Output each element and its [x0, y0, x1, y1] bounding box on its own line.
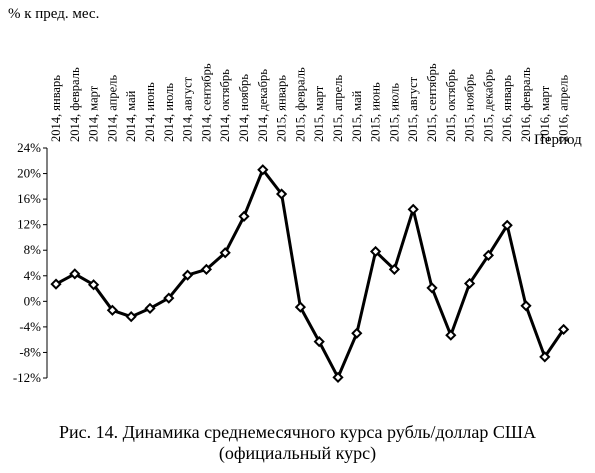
data-point — [219, 247, 231, 259]
x-category-label: 2015, январь — [275, 75, 289, 142]
x-category-label: 2014, апрель — [105, 75, 119, 142]
data-point — [426, 282, 438, 294]
x-category-label: 2014, сентябрь — [199, 63, 213, 142]
line-chart: % к пред. мес. Период 24% 20% 16% 12% 8% 4% 0%… — [8, 6, 582, 385]
y-tick-label: 16% — [17, 191, 41, 206]
x-category-label: 2015, декабрь — [481, 69, 495, 142]
x-category-label: 2014, март — [87, 85, 101, 142]
x-axis-category-labels: 2014, январь 2014, февраль 2014, март 2014,… — [49, 63, 571, 142]
data-point — [501, 219, 513, 231]
data-point — [351, 327, 363, 339]
data-point — [407, 203, 419, 215]
data-markers — [50, 164, 570, 383]
x-category-label: 2015, апрель — [331, 75, 345, 142]
data-point — [369, 245, 382, 258]
x-category-label: 2014, июнь — [143, 82, 157, 142]
series-line — [55, 168, 565, 379]
data-point — [144, 302, 156, 314]
x-category-label: 2014, ноябрь — [237, 74, 251, 142]
x-category-label: 2015, март — [312, 85, 326, 142]
x-category-label: 2016, январь — [500, 75, 514, 142]
x-category-label: 2014, декабрь — [256, 69, 270, 142]
data-point — [163, 292, 175, 304]
x-category-label: 2014, октябрь — [218, 69, 232, 142]
x-category-label: 2015, май — [350, 90, 364, 142]
data-point — [463, 277, 476, 290]
data-point — [557, 323, 570, 336]
x-category-label: 2014, май — [124, 90, 138, 142]
data-point — [482, 249, 495, 261]
x-category-label: 2015, октябрь — [444, 69, 458, 142]
y-tick-label: 12% — [17, 217, 41, 232]
x-category-label: 2014, февраль — [68, 67, 82, 142]
figure-caption-subtitle: (официальный курс) — [218, 443, 377, 463]
data-point — [445, 329, 457, 341]
data-point — [106, 304, 119, 316]
y-tick-label: 20% — [17, 166, 41, 181]
x-category-label: 2016, март — [538, 85, 552, 142]
y-tick-label: 24% — [17, 140, 41, 155]
x-category-label: 2015, август — [406, 76, 420, 142]
data-point — [257, 164, 269, 176]
data-point — [388, 263, 401, 276]
data-point — [238, 210, 250, 222]
x-category-label: 2015, июль — [387, 83, 401, 142]
data-point — [50, 278, 62, 290]
x-category-label: 2015, февраль — [293, 67, 307, 142]
y-tick-label: 8% — [24, 242, 42, 257]
x-category-label: 2015, июнь — [369, 82, 383, 142]
x-category-label: 2014, июль — [162, 83, 176, 142]
data-point — [125, 311, 137, 323]
figure-caption-title: Рис. 14. Динамика среднемесячного курса … — [58, 422, 537, 442]
data-point — [69, 268, 81, 280]
data-point — [87, 279, 100, 291]
y-axis-ticks: 24% 20% 16% 12% 8% 4% 0% -4% -8% -12% — [13, 140, 47, 385]
x-category-label: 2016, февраль — [519, 67, 533, 142]
y-tick-label: 0% — [24, 293, 42, 308]
data-point — [200, 263, 213, 276]
x-category-label: 2014, август — [181, 76, 195, 142]
data-point — [294, 301, 307, 313]
x-category-label: 2015, ноябрь — [463, 74, 477, 142]
y-tick-label: -4% — [19, 319, 41, 334]
data-point — [313, 335, 325, 348]
x-category-label: 2015, сентябрь — [425, 63, 439, 142]
x-category-label: 2016, апрель — [557, 75, 571, 142]
data-point — [275, 188, 288, 200]
x-category-label: 2014, январь — [49, 75, 63, 142]
y-tick-label: 4% — [24, 268, 42, 283]
y-axis-label: % к пред. мес. — [8, 6, 99, 22]
data-point — [332, 371, 344, 383]
data-point — [520, 300, 532, 312]
y-tick-label: -12% — [13, 370, 41, 385]
data-point — [181, 269, 194, 281]
data-point — [539, 351, 551, 363]
y-tick-label: -8% — [19, 344, 41, 359]
x-axis-label: Период — [534, 132, 582, 148]
